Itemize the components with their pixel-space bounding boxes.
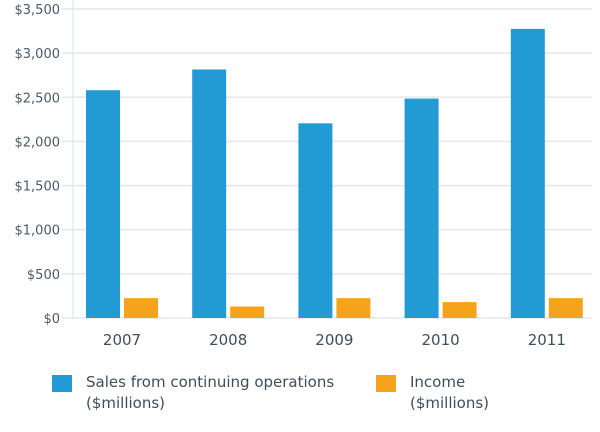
bar-sales-2011	[510, 28, 545, 318]
bar-income-2009	[336, 298, 371, 318]
legend-label-sales: Sales from continuing operations	[86, 373, 335, 391]
x-tick-label: 2008	[209, 331, 247, 349]
legend-swatch-sales	[52, 375, 72, 392]
x-tick-label: 2011	[528, 331, 566, 349]
bar-sales-2010	[404, 98, 439, 318]
y-tick-label: $2,000	[15, 135, 61, 150]
x-tick-label: 2010	[422, 331, 460, 349]
x-tick-label: 2009	[315, 331, 353, 349]
bar-income-2010	[442, 302, 477, 318]
y-tick-label: $1,500	[15, 180, 61, 195]
y-tick-label: $3,500	[15, 3, 61, 18]
bar-income-2007	[124, 298, 158, 318]
x-tick-label: 2007	[103, 331, 141, 349]
bar-sales-2008	[192, 69, 227, 319]
legend-item-sales: Sales from continuing operations ($milli…	[52, 372, 334, 414]
y-tick-label: $500	[27, 268, 60, 283]
legend-swatch-income	[376, 375, 396, 392]
legend-label-income: Income	[410, 373, 466, 391]
y-tick-label: $0	[43, 312, 60, 327]
bar-income-2011	[548, 298, 583, 318]
y-tick-label: $3,000	[15, 47, 61, 62]
y-tick-label: $2,500	[15, 91, 61, 106]
bar-sales-2007	[86, 90, 120, 318]
legend-item-income: Income ($millions)	[376, 372, 489, 414]
bar-income-2008	[230, 306, 265, 318]
bar-sales-2009	[298, 123, 333, 318]
y-tick-label: $1,000	[15, 224, 61, 239]
bar-chart: $0 $500 $1,000 $1,500 $2,000 $2,500 $3,000 $3,5…	[15, 0, 592, 349]
legend-label-sales-unit: ($millions)	[86, 394, 166, 412]
legend-label-income-unit: ($millions)	[410, 394, 490, 412]
